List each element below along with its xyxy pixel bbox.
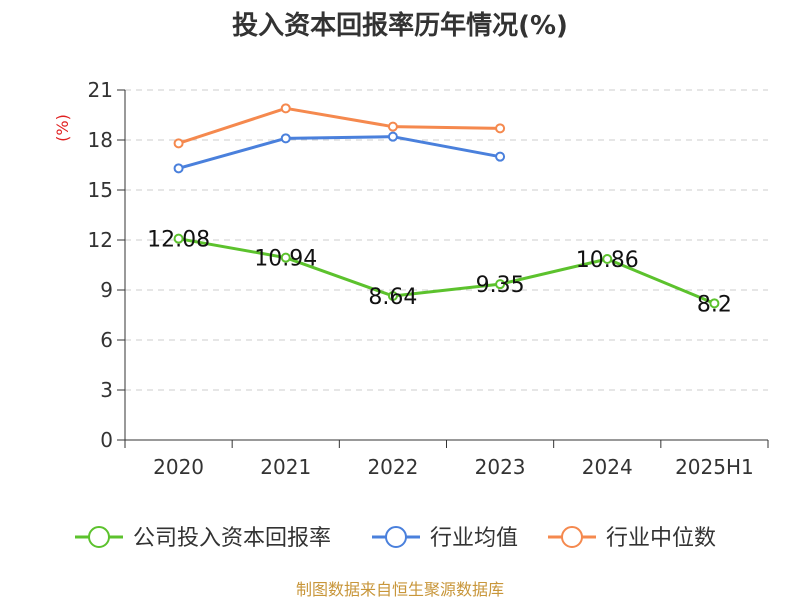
- x-tick-label: 2020: [153, 455, 204, 479]
- x-tick-label: 2021: [260, 455, 311, 479]
- data-point: [387, 291, 398, 301]
- series-group: 12.08 10.94 8.64 9.35 10.86 8.2: [147, 103, 732, 317]
- data-label: 10.94: [254, 247, 317, 272]
- legend-item[interactable]: 行业中位数: [548, 526, 716, 551]
- x-tick-label: 2022: [367, 455, 418, 479]
- data-point: [387, 121, 398, 132]
- data-point: [280, 133, 291, 144]
- legend-marker: [88, 526, 110, 548]
- data-point: [173, 233, 184, 244]
- y-tick-label: 9: [100, 278, 113, 302]
- data-label: 10.86: [576, 248, 639, 273]
- data-point: [709, 298, 720, 309]
- y-tick-label: 21: [88, 78, 113, 102]
- data-label: 12.08: [147, 228, 210, 253]
- series-line: [178, 106, 501, 145]
- data-point: [173, 138, 184, 149]
- legend-label: 行业中位数: [606, 526, 716, 551]
- data-label: 8.2: [697, 292, 732, 317]
- data-point: [495, 151, 506, 162]
- data-point: [602, 254, 613, 264]
- axes: 0 3 6 9 12 15 18 21 2020 2021 2022 2023 2024 2025H1: [88, 78, 769, 479]
- data-point: [280, 252, 291, 263]
- data-point: [495, 279, 506, 290]
- x-tick-label: 2025H1: [675, 455, 754, 479]
- chart-title: 投入资本回报率历年情况(%): [232, 10, 568, 41]
- data-point: [495, 123, 506, 134]
- y-tick-label: 6: [100, 328, 113, 352]
- legend-marker: [385, 526, 407, 548]
- data-point: [280, 103, 291, 114]
- series-line: [178, 237, 715, 305]
- legend-marker: [561, 526, 583, 548]
- data-point: [387, 131, 398, 142]
- source-note: 制图数据来自恒生聚源数据库: [296, 580, 504, 599]
- grid: [125, 89, 768, 391]
- legend-label: 行业均值: [430, 526, 518, 551]
- series-line: [178, 135, 501, 170]
- data-label: 8.64: [368, 285, 417, 310]
- legend-item[interactable]: 公司投入资本回报率: [75, 526, 331, 551]
- data-label: 9.35: [476, 273, 525, 298]
- y-tick-label: 3: [100, 378, 113, 402]
- y-tick-label: 18: [88, 128, 113, 152]
- y-axis-label: (%): [53, 114, 72, 142]
- y-tick-label: 0: [100, 428, 113, 452]
- legend-item[interactable]: 行业均值: [372, 526, 518, 551]
- y-tick-label: 12: [88, 228, 113, 252]
- legend-label: 公司投入资本回报率: [133, 526, 331, 551]
- data-point: [173, 163, 184, 174]
- y-tick-label: 15: [88, 178, 113, 202]
- x-tick-label: 2023: [475, 455, 526, 479]
- legend[interactable]: 公司投入资本回报率 行业均值 行业中位数: [75, 526, 716, 551]
- x-tick-label: 2024: [582, 455, 633, 479]
